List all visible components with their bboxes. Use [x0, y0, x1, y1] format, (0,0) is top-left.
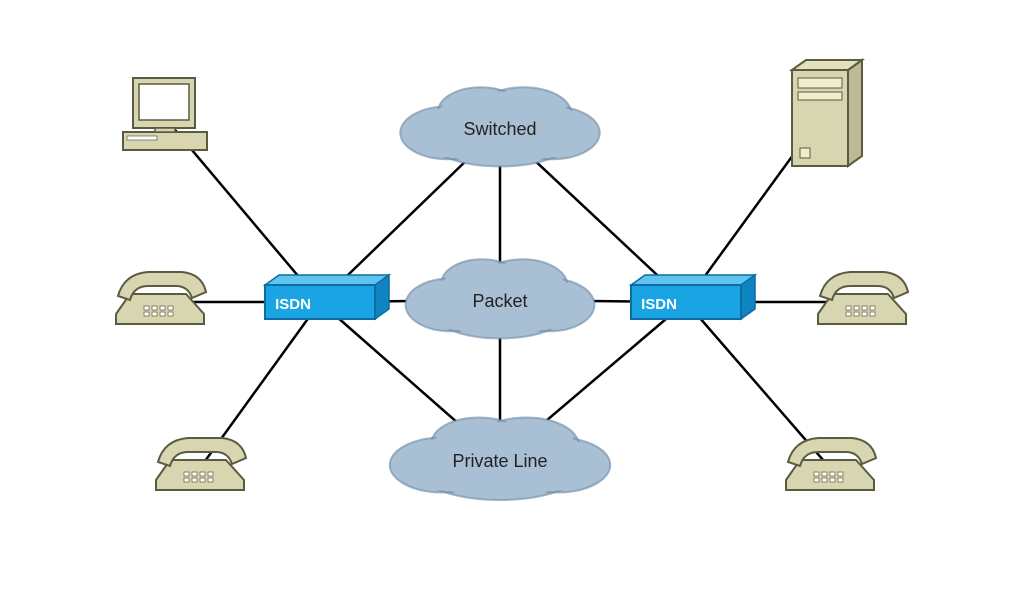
- isdn-left: ISDN: [265, 275, 389, 319]
- phone-left-1: [116, 272, 206, 324]
- server-icon: [792, 60, 862, 166]
- cloud-private-line-label: Private Line: [452, 451, 547, 471]
- phone-left-2: [156, 438, 246, 490]
- cloud-switched-label: Switched: [463, 119, 536, 139]
- isdn-network-diagram: Switched Packet Private Line ISDN ISDN: [0, 0, 1024, 602]
- phone-right-2: [786, 438, 876, 490]
- isdn-right: ISDN: [631, 275, 755, 319]
- computer-icon: [123, 78, 207, 150]
- cloud-packet-label: Packet: [472, 291, 527, 311]
- isdn-right-label: ISDN: [641, 296, 677, 313]
- phone-right-1: [818, 272, 908, 324]
- cloud-switched: Switched: [400, 87, 600, 166]
- cloud-private-line: Private Line: [390, 418, 611, 501]
- isdn-left-label: ISDN: [275, 296, 311, 313]
- cloud-packet: Packet: [406, 259, 595, 338]
